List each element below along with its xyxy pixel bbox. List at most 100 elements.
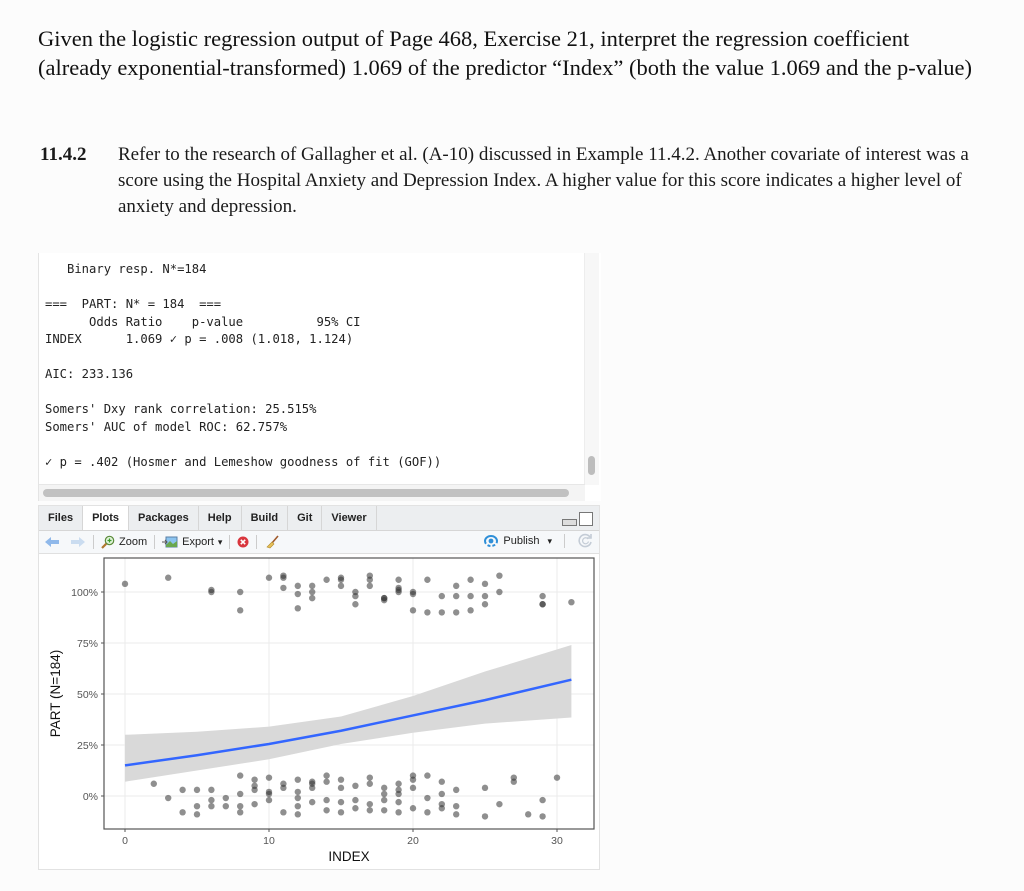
data-point xyxy=(337,809,345,816)
data-point xyxy=(237,809,244,816)
tab-help[interactable]: Help xyxy=(199,506,242,530)
data-point xyxy=(453,786,460,794)
data-point xyxy=(539,813,546,820)
refresh-icon xyxy=(578,533,592,548)
tab-packages[interactable]: Packages xyxy=(129,506,199,530)
data-point xyxy=(467,576,474,583)
data-point xyxy=(294,794,301,802)
data-point xyxy=(366,807,373,814)
broom-icon xyxy=(266,535,280,549)
data-point xyxy=(409,590,417,598)
tab-git[interactable]: Git xyxy=(288,506,323,530)
forward-button[interactable] xyxy=(65,537,91,547)
data-point xyxy=(121,580,129,588)
refresh-button[interactable] xyxy=(578,533,593,552)
x-tick-label: 20 xyxy=(407,835,419,847)
data-point xyxy=(237,607,244,614)
arrow-right-icon xyxy=(71,537,85,547)
data-point xyxy=(237,790,244,798)
data-point xyxy=(265,796,273,804)
window-controls xyxy=(562,512,593,526)
tab-build[interactable]: Build xyxy=(242,506,289,530)
data-point xyxy=(481,580,489,588)
maximize-pane-icon[interactable] xyxy=(579,512,593,526)
vertical-scrollbar[interactable] xyxy=(584,253,599,485)
data-point xyxy=(366,800,373,808)
tab-viewer[interactable]: Viewer xyxy=(322,506,377,530)
data-point xyxy=(294,803,301,810)
zoom-button[interactable]: Zoom xyxy=(96,535,152,549)
data-point xyxy=(337,776,345,783)
data-point xyxy=(323,796,330,804)
data-point xyxy=(237,588,244,596)
publish-dropdown[interactable]: Publish ▾ xyxy=(483,534,567,548)
data-point xyxy=(179,809,186,816)
export-image-icon xyxy=(162,536,178,548)
arrow-left-icon xyxy=(45,537,59,547)
data-point xyxy=(553,774,561,781)
y-tick-label: 25% xyxy=(77,740,98,752)
data-point xyxy=(193,803,201,810)
data-point xyxy=(409,607,417,614)
data-point xyxy=(409,784,417,792)
data-point xyxy=(366,780,373,787)
data-point xyxy=(294,605,301,612)
remove-plot-button[interactable] xyxy=(232,536,254,548)
x-tick-label: 30 xyxy=(551,835,563,847)
data-point xyxy=(496,800,503,808)
horizontal-scroll-thumb[interactable] xyxy=(43,489,569,497)
logistic-regression-plot: 0% 25% 50% 75% 100% 0 10 20 30 INDEX PART (N=184) xyxy=(48,557,595,864)
data-point xyxy=(453,609,460,616)
data-point xyxy=(438,609,445,616)
x-tick-label: 0 xyxy=(122,835,128,847)
data-point xyxy=(265,774,273,781)
minimize-pane-icon[interactable] xyxy=(562,519,577,526)
tab-files[interactable]: Files xyxy=(39,506,84,530)
data-point xyxy=(453,582,460,590)
fitted-curve xyxy=(124,678,572,767)
data-point xyxy=(179,786,186,794)
y-tick-label: 0% xyxy=(83,791,98,803)
publish-label: Publish xyxy=(503,535,540,547)
data-point xyxy=(438,805,445,812)
data-point xyxy=(352,601,359,608)
tab-plots[interactable]: Plots xyxy=(83,506,129,530)
data-point xyxy=(395,809,402,816)
export-dropdown[interactable]: Export ▾ xyxy=(157,536,227,548)
x-tick-label: 10 xyxy=(263,835,275,847)
data-point xyxy=(453,811,460,818)
clear-all-plots-button[interactable] xyxy=(259,535,285,549)
data-point xyxy=(539,796,546,804)
data-point xyxy=(193,786,201,794)
data-point xyxy=(208,586,215,594)
data-point xyxy=(381,784,388,792)
problem-text: Refer to the research of Gallagher et al… xyxy=(118,144,969,217)
data-point xyxy=(280,574,287,581)
data-point xyxy=(294,811,301,818)
data-point xyxy=(193,811,201,818)
data-point xyxy=(381,594,388,602)
data-point xyxy=(309,594,316,602)
data-point xyxy=(409,805,417,812)
data-point xyxy=(265,574,273,581)
vertical-scroll-thumb[interactable] xyxy=(588,456,595,475)
data-point xyxy=(237,772,244,779)
back-button[interactable] xyxy=(39,537,65,547)
data-point xyxy=(424,772,431,779)
data-point xyxy=(208,796,215,804)
data-point xyxy=(237,803,244,810)
y-tick-label: 75% xyxy=(77,638,98,650)
data-point xyxy=(438,790,445,798)
data-point xyxy=(539,592,546,600)
plots-panel: Files Plots Packages Help Build Git Viewer Zoo… xyxy=(38,505,600,870)
question-text: Given the logistic regression output of … xyxy=(38,26,973,80)
data-point xyxy=(352,592,359,600)
data-point xyxy=(481,592,489,600)
data-point xyxy=(222,794,229,802)
data-point xyxy=(150,780,157,787)
data-point xyxy=(337,784,345,792)
data-point xyxy=(424,576,431,583)
data-point xyxy=(481,813,489,820)
data-point xyxy=(395,786,402,794)
horizontal-scrollbar[interactable] xyxy=(39,484,585,501)
